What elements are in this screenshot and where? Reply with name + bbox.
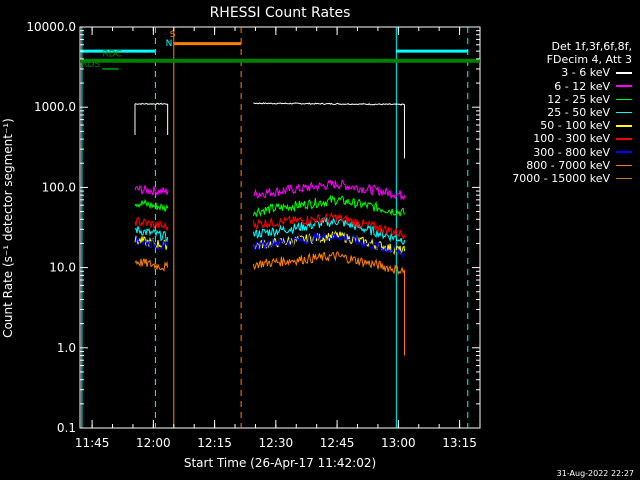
series-line — [252, 212, 405, 240]
series-line — [134, 235, 169, 250]
y-tick-label: 1.0 — [57, 341, 76, 355]
legend-swatch — [616, 138, 632, 140]
x-axis: 11:45 12:00 12:15 12:30 12:45 13:00 13:15 — [75, 27, 481, 450]
y-axis-label: Count Rate (s⁻¹ detector segment⁻¹) — [1, 118, 15, 338]
x-tick-label: 13:15 — [442, 436, 477, 450]
legend-entry: 300 - 800 keV — [482, 146, 632, 159]
x-tick-label: 12:30 — [259, 436, 294, 450]
legend-entry: 7000 - 15000 keV — [482, 172, 632, 185]
y-tick-label: 1000.0 — [34, 100, 76, 114]
legend-entry: 6 - 12 keV — [482, 80, 632, 93]
legend-header-line: FDecim 4, Att 3 — [546, 53, 632, 67]
y-tick-label: 100.0 — [42, 180, 76, 194]
legend-header-line: Det 1f,3f,6f,8f, — [551, 40, 632, 53]
legend-swatch — [616, 98, 632, 101]
series-line — [134, 184, 169, 196]
legend-entry: 100 - 300 keV — [482, 132, 632, 145]
legend-label: 12 - 25 keV — [547, 92, 610, 106]
legend-swatch — [616, 151, 632, 153]
plot-frame — [79, 26, 481, 429]
flag-label: RDS — [81, 60, 100, 70]
legend-swatch — [616, 85, 632, 87]
x-tick-label: 12:45 — [320, 436, 355, 450]
legend-label: 300 - 800 keV — [533, 145, 610, 159]
series-line — [252, 194, 405, 218]
x-tick-label: 12:00 — [136, 436, 171, 450]
series-line — [253, 102, 405, 106]
series-line — [134, 225, 169, 243]
legend: Det 1f,3f,6f,8f, FDecim 4, Att 3 3 - 6 k… — [482, 40, 632, 185]
series-line — [253, 178, 405, 201]
x-axis-label: Start Time (26-Apr-17 11:42:02) — [184, 456, 376, 470]
y-tick-label: 10.0 — [49, 261, 76, 275]
y-axis: 0.1 1.0 10.0 100.0 1000.0 10000.0 — [26, 20, 480, 435]
legend-entry: 800 - 7000 keV — [482, 159, 632, 172]
flag-label: N — [166, 39, 173, 49]
flag-label: RDC — [102, 49, 121, 59]
x-tick-label: 11:45 — [75, 436, 110, 450]
legend-label: 50 - 100 keV — [540, 119, 610, 133]
series-line — [134, 258, 169, 272]
series-line — [252, 232, 405, 259]
legend-label: 100 - 300 keV — [533, 132, 610, 146]
legend-swatch — [616, 111, 632, 114]
series-line — [134, 102, 168, 106]
legend-swatch — [616, 125, 632, 127]
legend-label: 800 - 7000 keV — [526, 158, 610, 172]
chart-title: RHESSI Count Rates — [210, 5, 351, 21]
legend-label: 25 - 50 keV — [547, 106, 610, 120]
y-tick-label: 10000.0 — [26, 20, 76, 34]
legend-entry: 50 - 100 keV — [482, 119, 632, 132]
series-line — [134, 198, 169, 212]
legend-entries: 3 - 6 keV 6 - 12 keV 12 - 25 keV 25 - 50 ke… — [482, 66, 632, 185]
flag-label: S — [170, 30, 176, 40]
legend-entry: 25 - 50 keV — [482, 106, 632, 119]
timestamp: 31-Aug-2022 22:27 — [556, 469, 634, 478]
legend-swatch — [616, 72, 632, 74]
legend-label: 6 - 12 keV — [554, 79, 610, 93]
x-tick-label: 13:00 — [381, 436, 416, 450]
legend-swatch — [616, 177, 632, 180]
legend-label: 3 - 6 keV — [561, 66, 610, 80]
series-line — [134, 217, 169, 231]
series-line — [252, 216, 405, 246]
x-tick-label: 12:15 — [197, 436, 232, 450]
legend-entry: 3 - 6 keV — [482, 66, 632, 79]
legend-swatch — [616, 164, 632, 167]
legend-label: 7000 - 15000 keV — [512, 172, 610, 186]
legend-entry: 12 - 25 keV — [482, 93, 632, 106]
y-tick-label: 0.1 — [57, 421, 76, 435]
series-line — [252, 251, 405, 275]
